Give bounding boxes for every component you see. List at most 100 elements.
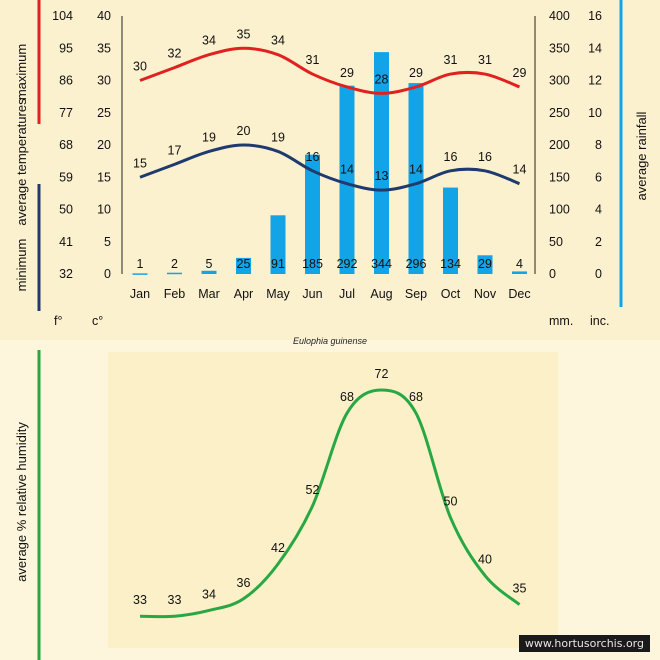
tick-inch: 12 bbox=[588, 74, 602, 88]
max-temp-label: 29 bbox=[409, 66, 423, 80]
tick-celsius: 15 bbox=[97, 170, 111, 184]
rainfall-bar bbox=[132, 273, 148, 275]
rainfall-bar bbox=[443, 187, 458, 274]
tick-fahrenheit: 50 bbox=[59, 203, 73, 217]
rainfall-label: 25 bbox=[237, 257, 251, 271]
tick-fahrenheit: 41 bbox=[59, 235, 73, 249]
max-temp-label: 34 bbox=[202, 34, 216, 48]
site-credit[interactable]: www.hortusorchis.org bbox=[518, 635, 650, 652]
tick-month: Jun bbox=[302, 287, 322, 301]
rainfall-label: 1 bbox=[137, 257, 144, 271]
humidity-label: 68 bbox=[409, 390, 423, 404]
rainfall-bar bbox=[305, 154, 320, 274]
tick-fahrenheit: 86 bbox=[59, 74, 73, 88]
rainfall-bar bbox=[339, 85, 355, 274]
min-temp-label: 19 bbox=[202, 130, 216, 144]
label-average-temps: average temperatures bbox=[14, 98, 29, 226]
tick-inch: 14 bbox=[588, 41, 602, 55]
humidity-label: 33 bbox=[133, 593, 147, 607]
tick-celsius: 10 bbox=[97, 203, 111, 217]
label-minimum: minimum bbox=[14, 239, 29, 292]
humidity-label: 72 bbox=[375, 367, 389, 381]
max-temp-label: 31 bbox=[444, 53, 458, 67]
min-temp-label: 16 bbox=[478, 150, 492, 164]
tick-inch: 4 bbox=[595, 203, 602, 217]
rainfall-bar bbox=[236, 257, 251, 274]
humidity-label: 50 bbox=[444, 495, 458, 509]
humidity-label: 33 bbox=[168, 593, 182, 607]
label-maximum: maximum bbox=[14, 44, 29, 100]
humidity-label: 68 bbox=[340, 390, 354, 404]
humidity-label: 34 bbox=[202, 587, 216, 601]
rainfall-bar bbox=[477, 255, 493, 274]
tick-inch: 2 bbox=[595, 235, 602, 249]
min-temp-label: 19 bbox=[271, 130, 285, 144]
max-temp-label: 34 bbox=[271, 34, 285, 48]
unit-inch: inc. bbox=[590, 314, 610, 328]
unit-celsius: c° bbox=[92, 314, 104, 328]
rainfall-bar bbox=[512, 271, 527, 274]
min-temp-label: 17 bbox=[168, 143, 182, 157]
rainfall-label: 5 bbox=[206, 257, 213, 271]
min-temp-label: 14 bbox=[513, 163, 527, 177]
tick-month: Sep bbox=[405, 287, 427, 301]
min-temp-label: 13 bbox=[375, 169, 389, 183]
min-temp-label: 14 bbox=[340, 163, 354, 177]
tick-mm: 400 bbox=[549, 9, 570, 23]
tick-fahrenheit: 104 bbox=[52, 9, 73, 23]
humidity-label: 42 bbox=[271, 541, 285, 555]
rainfall-bar bbox=[201, 270, 217, 274]
humidity-label: 52 bbox=[306, 483, 320, 497]
humidity-label: 36 bbox=[237, 576, 251, 590]
rainfall-bar bbox=[270, 215, 286, 274]
unit-fahrenheit: f° bbox=[54, 314, 63, 328]
rainfall-label: 91 bbox=[271, 257, 285, 271]
tick-inch: 0 bbox=[595, 267, 602, 281]
tick-celsius: 35 bbox=[97, 41, 111, 55]
tick-mm: 100 bbox=[549, 203, 570, 217]
tick-mm: 150 bbox=[549, 170, 570, 184]
rainfall-label: 296 bbox=[406, 257, 427, 271]
min-temp-label: 14 bbox=[409, 163, 423, 177]
tick-month: Aug bbox=[370, 287, 392, 301]
tick-fahrenheit: 77 bbox=[59, 106, 73, 120]
tick-celsius: 20 bbox=[97, 138, 111, 152]
tick-celsius: 40 bbox=[97, 9, 111, 23]
max-temp-label: 32 bbox=[168, 47, 182, 61]
tick-inch: 6 bbox=[595, 170, 602, 184]
max-temp-label: 28 bbox=[375, 72, 389, 86]
tick-fahrenheit: 95 bbox=[59, 41, 73, 55]
tick-mm: 50 bbox=[549, 235, 563, 249]
tick-mm: 200 bbox=[549, 138, 570, 152]
min-temp-label: 20 bbox=[237, 124, 251, 138]
rainfall-bar bbox=[408, 83, 424, 274]
rainfall-bar bbox=[167, 272, 182, 275]
tick-mm: 0 bbox=[549, 267, 556, 281]
rainfall-label: 29 bbox=[478, 257, 492, 271]
tick-month: Jan bbox=[130, 287, 150, 301]
max-temp-label: 30 bbox=[133, 60, 147, 74]
tick-celsius: 5 bbox=[104, 235, 111, 249]
tick-fahrenheit: 68 bbox=[59, 138, 73, 152]
max-temp-line bbox=[139, 46, 521, 95]
humidity-label: 40 bbox=[478, 553, 492, 567]
tick-celsius: 0 bbox=[104, 267, 111, 281]
tick-inch: 8 bbox=[595, 138, 602, 152]
tick-inch: 16 bbox=[588, 9, 602, 23]
unit-mm: mm. bbox=[549, 314, 574, 328]
max-temp-label: 29 bbox=[513, 66, 527, 80]
tick-month: Jul bbox=[339, 287, 355, 301]
tick-month: Apr bbox=[234, 287, 253, 301]
tick-month: Mar bbox=[198, 287, 220, 301]
rainfall-label: 185 bbox=[302, 257, 323, 271]
tick-mm: 300 bbox=[549, 74, 570, 88]
tick-month: Feb bbox=[164, 287, 186, 301]
tick-mm: 250 bbox=[549, 106, 570, 120]
tick-month: Oct bbox=[441, 287, 461, 301]
tick-celsius: 30 bbox=[97, 74, 111, 88]
min-temp-label: 16 bbox=[306, 150, 320, 164]
min-temp-label: 16 bbox=[444, 150, 458, 164]
label-humidity: average % relative humidity bbox=[14, 422, 29, 582]
rainfall-label: 292 bbox=[337, 257, 358, 271]
max-temp-label: 31 bbox=[306, 53, 320, 67]
